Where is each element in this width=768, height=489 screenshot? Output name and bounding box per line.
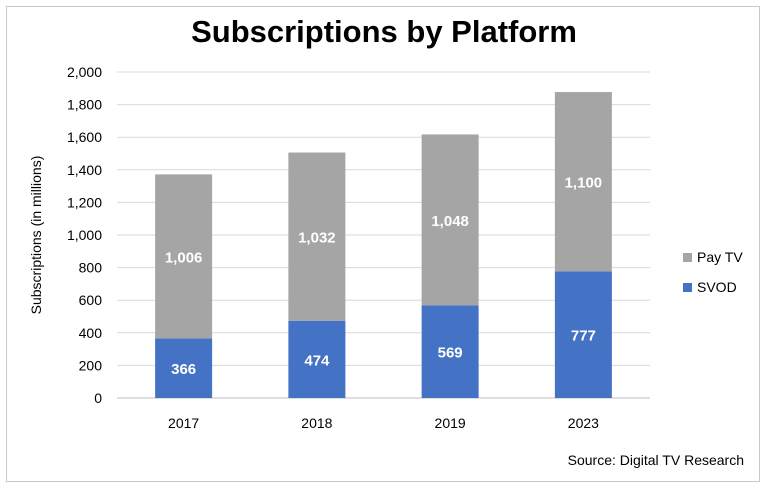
bars: 366 1,006 474 1,032 569 1,048 777 1,100	[155, 92, 612, 398]
bar-svod-2017	[155, 338, 213, 398]
chart-title: Subscriptions by Platform	[191, 14, 577, 49]
data-label-pay-tv-2018: 1,032	[298, 230, 336, 247]
y-tick-label: 600	[79, 292, 103, 308]
x-axis-ticks: 2017 2018 2019 2023	[168, 415, 599, 431]
bar-pay-tv-2023	[554, 92, 612, 272]
data-label-pay-tv-2017: 1,006	[165, 249, 203, 266]
x-tick-label: 2019	[435, 415, 466, 431]
legend-swatch-svod	[683, 283, 692, 292]
legend-swatch-pay-tv	[683, 253, 692, 262]
data-label-svod-2023: 777	[571, 328, 596, 345]
y-tick-label: 1,200	[67, 194, 102, 210]
bar-svod-2018	[288, 320, 346, 398]
y-axis-ticks: 0 200 400 600 800 1,000 1,200 1,400 1,600 1,800 2,…	[67, 64, 102, 406]
y-tick-label: 1,000	[67, 227, 102, 243]
bar-pay-tv-2018	[288, 152, 346, 321]
chart-frame	[6, 6, 760, 482]
bar-pay-tv-2019	[421, 134, 479, 306]
legend-label-pay-tv: Pay TV	[697, 249, 743, 265]
y-tick-label: 800	[79, 260, 103, 276]
y-tick-label: 1,600	[67, 129, 102, 145]
legend: Pay TV SVOD	[683, 249, 743, 295]
data-label-pay-tv-2023: 1,100	[565, 175, 603, 192]
y-tick-label: 400	[79, 325, 103, 341]
y-tick-label: 1,800	[67, 97, 102, 113]
x-tick-label: 2017	[168, 415, 199, 431]
y-axis-label: Subscriptions (in millions)	[28, 156, 44, 315]
data-label-svod-2019: 569	[438, 345, 463, 362]
y-tick-label: 2,000	[67, 64, 102, 80]
x-tick-label: 2018	[301, 415, 332, 431]
bar-svod-2019	[421, 305, 479, 398]
y-tick-label: 1,400	[67, 162, 102, 178]
bar-pay-tv-2017	[155, 174, 213, 339]
source-note: Source: Digital TV Research	[567, 452, 744, 468]
x-tick-label: 2023	[568, 415, 599, 431]
y-tick-label: 200	[79, 357, 103, 373]
data-label-pay-tv-2019: 1,048	[431, 213, 469, 230]
bar-svod-2023	[554, 271, 612, 398]
legend-label-svod: SVOD	[697, 279, 737, 295]
data-label-svod-2017: 366	[171, 361, 196, 378]
y-tick-label: 0	[94, 390, 102, 406]
data-label-svod-2018: 474	[304, 352, 330, 369]
